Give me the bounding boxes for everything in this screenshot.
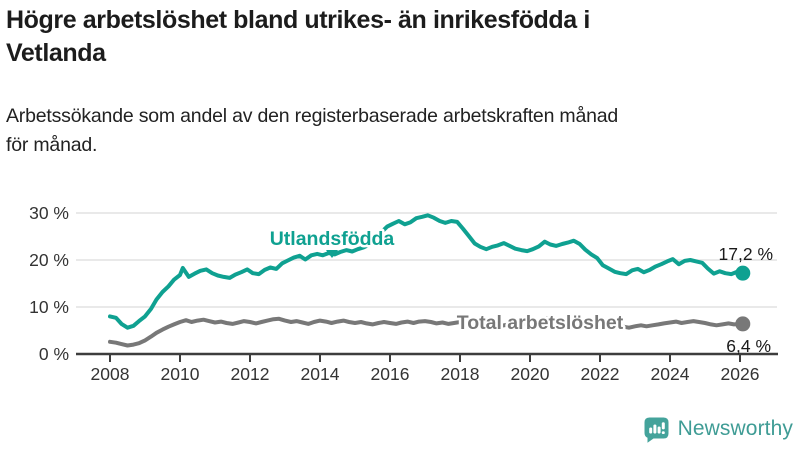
newsworthy-logo-icon bbox=[644, 417, 669, 443]
series-label: Utlandsfödda bbox=[270, 228, 395, 250]
chart-subtitle-line-2: för månad. bbox=[6, 134, 98, 156]
series-pointer-caret-icon bbox=[326, 250, 338, 258]
newsworthy-logo-text: Newsworthy bbox=[677, 417, 793, 440]
chart-subtitle-line-1: Arbetssökande som andel av den registerb… bbox=[6, 105, 619, 127]
chart-subtitle: Arbetssökande som andel av den registerb… bbox=[6, 102, 794, 160]
y-axis-labels: 0 % 10 % 20 % 30 % bbox=[29, 203, 69, 364]
chart-gridlines bbox=[76, 212, 777, 308]
series-end-value-label: 17,2 % bbox=[719, 244, 773, 264]
series-end-dot bbox=[735, 316, 751, 332]
x-axis-tick-label: 2016 bbox=[371, 364, 410, 384]
x-axis-tick-label: 2014 bbox=[301, 364, 340, 384]
x-axis: 2008 2010 2012 2014 2016 2018 2020 2022 2024 2026 bbox=[76, 352, 778, 384]
series-end-value-label: 6,4 % bbox=[726, 336, 771, 356]
y-axis-tick-label: 20 % bbox=[29, 250, 69, 270]
x-axis-tick-label: 2010 bbox=[161, 364, 200, 384]
chart-title: Högre arbetslöshet bland utrikes- än inr… bbox=[6, 4, 794, 70]
series-end-dot bbox=[735, 265, 751, 281]
series-label: Total arbetslöshet bbox=[457, 312, 624, 334]
unemployment-line-chart: 0 %10 %20 %30 %2008 2010 2012 2014 2016 2018 2… bbox=[29, 203, 778, 384]
series-utlandsfodda bbox=[108, 213, 751, 330]
x-axis-tick-label: 2018 bbox=[441, 364, 480, 384]
y-axis-tick-label: 30 % bbox=[29, 203, 69, 223]
y-axis-tick-label: 10 % bbox=[29, 297, 69, 317]
newsworthy-branding[interactable]: Newsworthy bbox=[643, 414, 793, 444]
y-axis-tick-label: 0 % bbox=[39, 344, 69, 364]
x-axis-tick-label: 2022 bbox=[581, 364, 620, 384]
x-axis-tick-label: 2020 bbox=[511, 364, 550, 384]
series-line bbox=[108, 316, 745, 348]
series-line bbox=[108, 213, 745, 330]
x-axis-tick-label: 2012 bbox=[231, 364, 270, 384]
x-axis-tick-label: 2024 bbox=[651, 364, 690, 384]
chart-title-line-1: Högre arbetslöshet bland utrikes- än inr… bbox=[6, 6, 590, 34]
x-axis-tick-label: 2008 bbox=[91, 364, 130, 384]
chart-title-line-2: Vetlanda bbox=[6, 39, 106, 67]
series-total-arbetsloshet bbox=[108, 316, 751, 348]
x-axis-tick-label: 2026 bbox=[721, 364, 760, 384]
